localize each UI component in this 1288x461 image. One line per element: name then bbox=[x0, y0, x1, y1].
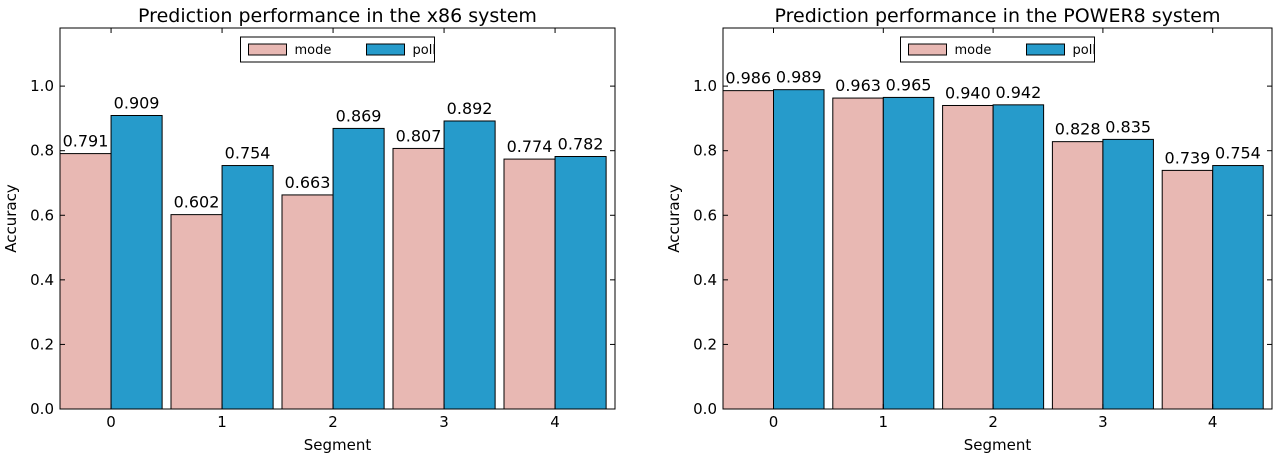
legend-swatch-mode bbox=[248, 43, 287, 56]
data-label-mode-segment-1: 0.963 bbox=[835, 76, 881, 95]
y-axis-label: Accuracy bbox=[665, 184, 683, 253]
x-tick-label: 4 bbox=[1208, 413, 1218, 431]
data-label-poll-segment-4: 0.782 bbox=[558, 135, 604, 154]
data-label-poll-segment-1: 0.754 bbox=[225, 144, 271, 163]
legend: mode poll bbox=[240, 36, 436, 63]
bar-mode-segment-3 bbox=[392, 147, 445, 410]
bar-poll-segment-1 bbox=[882, 96, 935, 410]
chart-title: Prediction performance in the POWER8 sys… bbox=[775, 5, 1221, 27]
x-tick-label: 0 bbox=[769, 413, 779, 431]
x-tick-label: 2 bbox=[328, 413, 338, 431]
bar-poll-segment-2 bbox=[992, 104, 1045, 410]
data-label-poll-segment-1: 0.965 bbox=[886, 75, 932, 94]
data-label-poll-segment-3: 0.835 bbox=[1105, 117, 1151, 136]
y-tick-label: 0.8 bbox=[30, 142, 54, 160]
bar-mode-segment-4 bbox=[1161, 169, 1214, 410]
y-tick-label: 0.2 bbox=[693, 335, 717, 353]
x-tick-label: 4 bbox=[550, 413, 560, 431]
x-tick-label: 1 bbox=[217, 413, 227, 431]
y-tick-label: 0.6 bbox=[693, 206, 717, 224]
y-tick-label: 0.2 bbox=[30, 335, 54, 353]
x-tick-label: 2 bbox=[988, 413, 998, 431]
legend-label-mode: mode bbox=[295, 43, 332, 58]
chart-panel-0: 0.7910.6020.6630.8070.7740.9090.7540.869… bbox=[2, 5, 616, 454]
data-label-mode-segment-2: 0.940 bbox=[945, 83, 991, 102]
x-tick-label: 3 bbox=[1098, 413, 1108, 431]
bar-mode-segment-1 bbox=[832, 97, 884, 410]
data-label-poll-segment-2: 0.869 bbox=[336, 106, 382, 125]
bar-mode-segment-4 bbox=[503, 158, 556, 410]
data-label-mode-segment-4: 0.739 bbox=[1165, 148, 1211, 167]
bar-mode-segment-2 bbox=[281, 194, 334, 410]
bar-poll-segment-0 bbox=[110, 115, 163, 410]
legend-swatch-poll bbox=[1026, 43, 1065, 56]
x-tick-label: 0 bbox=[106, 413, 116, 431]
bar-mode-segment-2 bbox=[942, 104, 994, 410]
y-tick-label: 0.4 bbox=[693, 271, 717, 289]
data-label-poll-segment-0: 0.989 bbox=[776, 68, 822, 87]
y-tick-label: 1.0 bbox=[30, 77, 54, 95]
bar-poll-segment-2 bbox=[332, 127, 385, 410]
bar-poll-segment-4 bbox=[554, 156, 607, 410]
plot-frame bbox=[722, 27, 1273, 410]
data-label-mode-segment-3: 0.828 bbox=[1055, 120, 1101, 139]
chart-title: Prediction performance in the x86 system bbox=[138, 5, 537, 27]
bar-poll-segment-3 bbox=[443, 120, 496, 410]
legend-label-mode: mode bbox=[955, 43, 992, 58]
bar-mode-segment-0 bbox=[59, 153, 112, 410]
x-tick-label: 3 bbox=[439, 413, 449, 431]
chart-panel-1: 0.986 0.963 0.940 0.828 0.739 0.989 0.965 0.942… bbox=[665, 5, 1273, 454]
bar-poll-segment-4 bbox=[1212, 165, 1264, 410]
data-label-mode-segment-1: 0.602 bbox=[174, 193, 220, 212]
data-label-mode-segment-2: 0.663 bbox=[285, 173, 331, 192]
data-label-poll-segment-0: 0.909 bbox=[114, 94, 160, 113]
bar-poll-segment-1 bbox=[221, 165, 274, 410]
legend-swatch-mode bbox=[908, 43, 947, 56]
data-label-poll-segment-4: 0.754 bbox=[1215, 144, 1261, 163]
bar-mode-segment-1 bbox=[170, 214, 223, 410]
plot-frame bbox=[59, 27, 616, 410]
data-label-mode-segment-0: 0.791 bbox=[63, 132, 109, 151]
y-tick-label: 0.0 bbox=[693, 400, 717, 418]
bar-mode-segment-0 bbox=[722, 90, 775, 410]
y-tick-label: 0.4 bbox=[30, 271, 54, 289]
bar-mode-segment-3 bbox=[1051, 141, 1104, 410]
data-label-mode-segment-0: 0.986 bbox=[725, 69, 771, 88]
x-axis-label: Segment bbox=[964, 436, 1032, 454]
legend: mode poll bbox=[900, 36, 1096, 63]
y-axis-label: Accuracy bbox=[2, 184, 20, 253]
data-label-mode-segment-4: 0.774 bbox=[507, 137, 553, 156]
y-tick-label: 0.0 bbox=[30, 400, 54, 418]
legend-swatch-poll bbox=[366, 43, 405, 56]
x-axis-label: Segment bbox=[304, 436, 372, 454]
y-tick-label: 0.8 bbox=[693, 142, 717, 160]
y-tick-label: 1.0 bbox=[693, 77, 717, 95]
bar-poll-segment-0 bbox=[773, 89, 825, 410]
data-label-poll-segment-2: 0.942 bbox=[995, 83, 1041, 102]
x-tick-label: 1 bbox=[879, 413, 889, 431]
data-label-mode-segment-3: 0.807 bbox=[396, 126, 442, 145]
legend-label-poll: poll bbox=[413, 43, 436, 58]
bar-poll-segment-3 bbox=[1102, 138, 1154, 410]
legend-label-poll: poll bbox=[1073, 43, 1096, 58]
data-label-poll-segment-3: 0.892 bbox=[447, 99, 493, 118]
y-tick-label: 0.6 bbox=[30, 206, 54, 224]
